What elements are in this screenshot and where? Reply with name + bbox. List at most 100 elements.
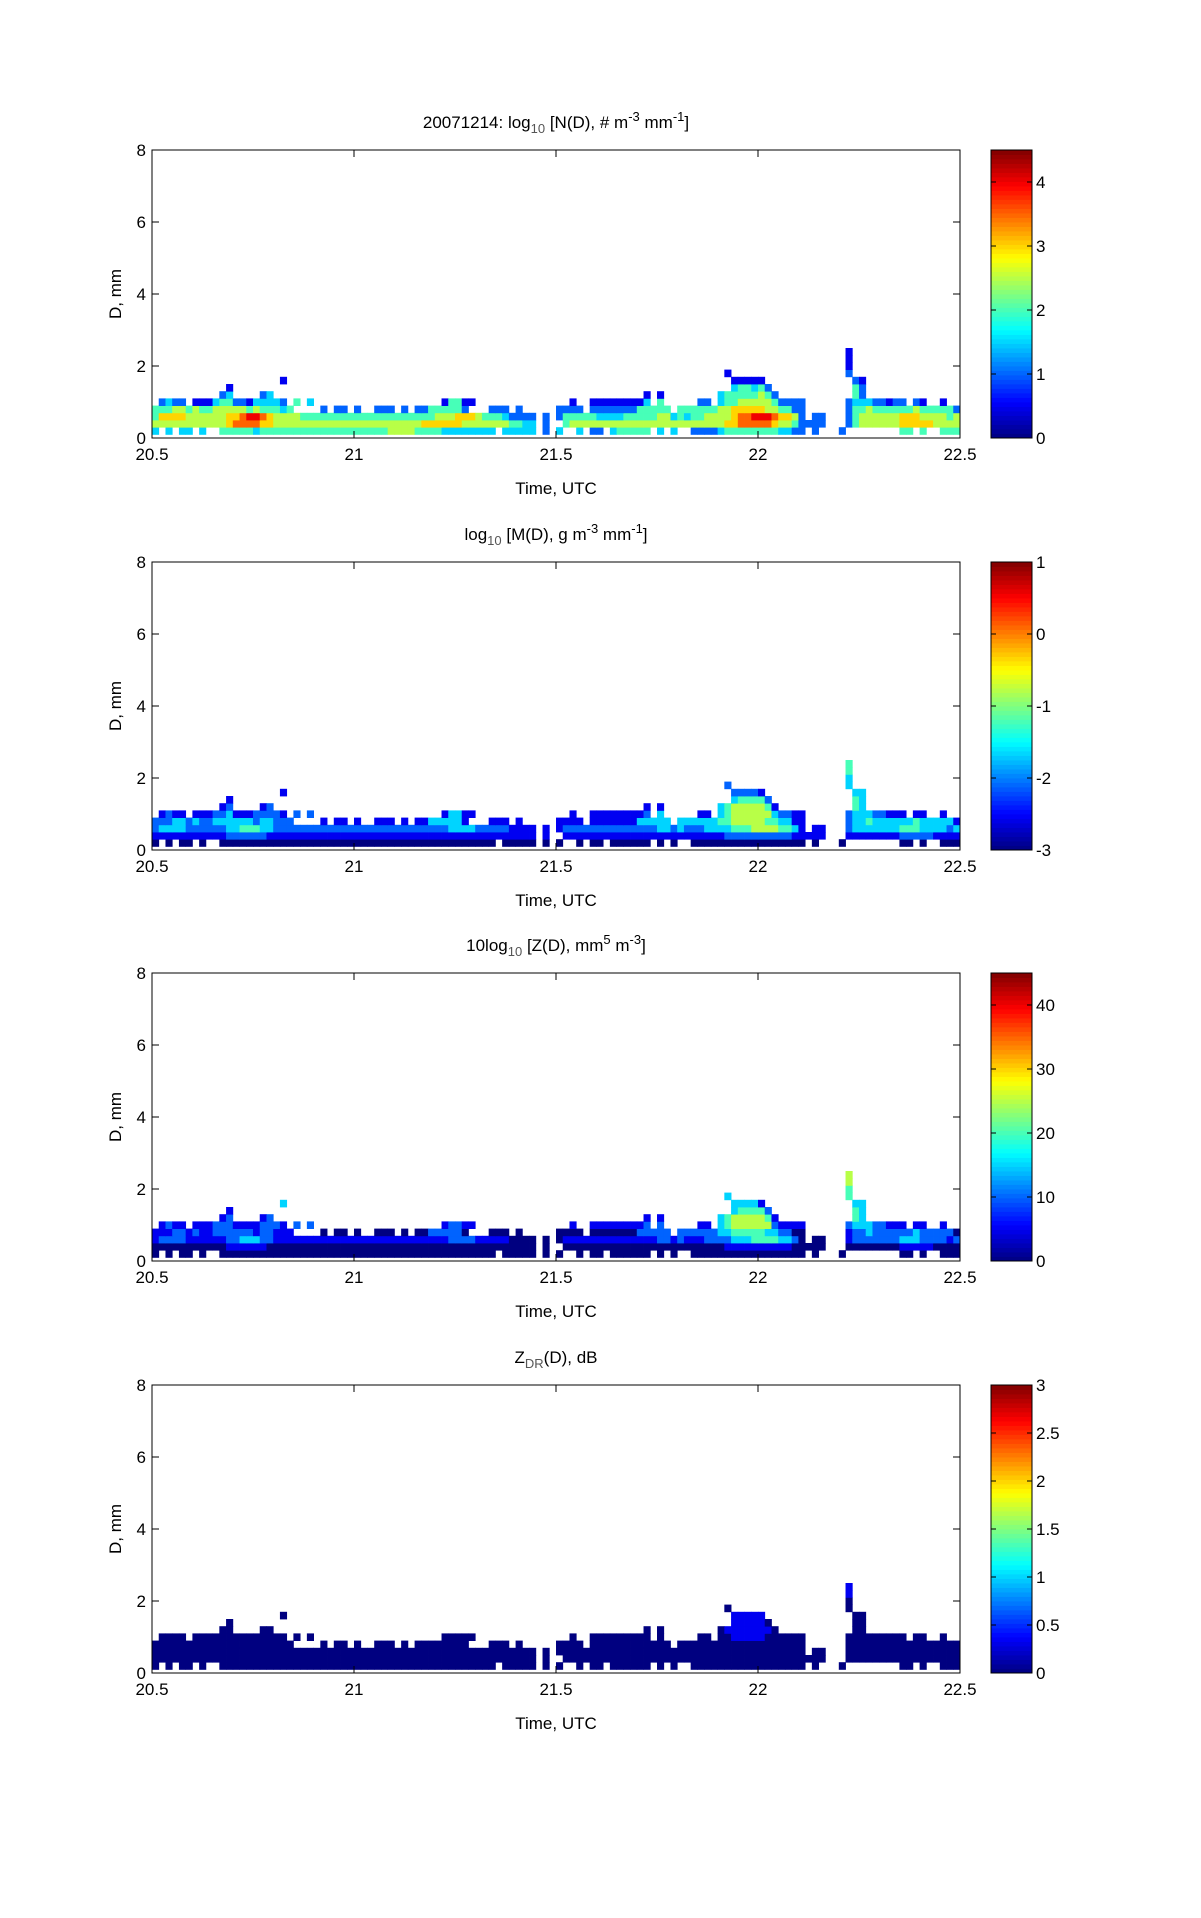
heatmap-cell: [475, 1243, 483, 1251]
heatmap-cell: [946, 1243, 954, 1251]
heatmap-cell: [906, 817, 914, 826]
heatmap-cell: [468, 810, 476, 818]
heatmap-cell: [643, 398, 651, 406]
heatmap-cell: [623, 1243, 631, 1251]
heatmap-cell: [751, 405, 759, 414]
heatmap-cell: [185, 817, 193, 826]
heatmap-cell: [246, 832, 254, 840]
heatmap-cell: [758, 803, 766, 811]
title-part: Z: [514, 1348, 524, 1367]
heatmap-cell: [852, 1199, 860, 1208]
colorbar-swatch: [991, 1198, 1032, 1203]
heatmap-cell: [690, 1647, 698, 1656]
heatmap-cell: [414, 412, 422, 421]
heatmap-cell: [764, 817, 772, 826]
heatmap-cell: [192, 817, 200, 826]
colorbar-swatch: [991, 1605, 1032, 1611]
heatmap-cell: [387, 405, 395, 414]
x-tick-label: 21: [345, 1680, 364, 1699]
heatmap-cell: [845, 774, 853, 782]
colorbar-swatch: [991, 809, 1032, 815]
heatmap-cell: [737, 803, 745, 811]
heatmap-cell: [663, 1647, 671, 1656]
heatmap-cell: [710, 412, 718, 421]
heatmap-cell: [657, 420, 665, 428]
heatmap-cell: [589, 420, 597, 428]
heatmap-cell: [253, 1647, 261, 1656]
colorbar-swatch: [991, 222, 1032, 227]
heatmap-cell: [616, 427, 624, 435]
heatmap-cell: [576, 420, 584, 428]
colorbar-swatch: [991, 150, 1032, 155]
heatmap-cell: [778, 1662, 786, 1670]
heatmap-cell: [226, 405, 234, 414]
colorbar-swatch: [991, 562, 1032, 567]
heatmap-cell: [172, 1640, 180, 1649]
heatmap-cell: [165, 412, 173, 421]
heatmap-cell: [919, 810, 927, 818]
heatmap-cell: [885, 1647, 894, 1656]
heatmap-cell: [771, 1633, 779, 1641]
heatmap-cell: [784, 1221, 793, 1229]
heatmap-cell: [192, 405, 200, 414]
heatmap-cell: [650, 824, 658, 833]
heatmap-cell: [441, 1235, 449, 1244]
heatmap-cell: [845, 348, 853, 356]
heatmap-cell: [515, 427, 523, 435]
heatmap-cell: [259, 427, 267, 435]
heatmap-cell: [488, 839, 496, 847]
heatmap-cell: [360, 839, 368, 847]
heatmap-cell: [717, 1235, 725, 1244]
colorbar-swatch: [991, 1632, 1032, 1638]
heatmap-cell: [434, 412, 442, 421]
title-part: ]: [641, 936, 646, 955]
heatmap-cell: [508, 412, 516, 421]
heatmap-cell: [232, 832, 240, 840]
heatmap-cell: [542, 412, 550, 421]
y-axis-label: D, mm: [106, 681, 125, 731]
heatmap-cell: [784, 810, 793, 818]
heatmap-cell: [885, 810, 894, 818]
heatmap-cell: [872, 1243, 880, 1251]
heatmap-cell: [172, 1221, 180, 1229]
colorbar-swatch: [991, 163, 1032, 169]
heatmap-cell: [529, 427, 537, 435]
heatmap-cell: [845, 1171, 853, 1179]
heatmap-cell: [481, 1662, 490, 1670]
heatmap-cell: [333, 832, 341, 840]
heatmap-cell: [428, 817, 436, 826]
heatmap-cell: [798, 832, 806, 840]
colorbar-swatch: [991, 1180, 1032, 1185]
colorbar-swatch: [991, 1502, 1032, 1507]
heatmap-cell: [845, 1597, 853, 1605]
heatmap-cell: [441, 810, 449, 818]
heatmap-cell: [192, 1655, 200, 1663]
title-part: 10: [508, 944, 522, 959]
heatmap-cell: [751, 1214, 759, 1222]
heatmap-cell: [239, 1250, 247, 1258]
heatmap-cell: [286, 412, 294, 421]
colorbar-swatch: [991, 1144, 1032, 1149]
heatmap-cell: [414, 839, 422, 847]
heatmap-cell: [596, 1221, 604, 1229]
heatmap-cell: [360, 1662, 368, 1670]
heatmap-cell: [481, 420, 490, 428]
heatmap-cell: [926, 1228, 934, 1237]
colorbar-swatch: [991, 670, 1032, 675]
heatmap-cell: [751, 817, 759, 826]
heatmap-cell: [300, 427, 308, 435]
heatmap-cell: [724, 1235, 732, 1244]
heatmap-cell: [697, 1243, 705, 1251]
heatmap-cell: [690, 817, 698, 826]
heatmap-cell: [172, 1235, 180, 1244]
heatmap-cell: [919, 839, 927, 847]
heatmap-cell: [199, 398, 207, 406]
heatmap-cell: [758, 824, 766, 833]
colorbar-swatch: [991, 1416, 1032, 1422]
heatmap-cell: [515, 412, 523, 421]
heatmap-cell: [434, 832, 442, 840]
heatmap-cell: [657, 817, 665, 826]
heatmap-cell: [529, 1250, 537, 1258]
heatmap-cell: [798, 412, 806, 421]
heatmap-cell: [448, 1235, 456, 1244]
